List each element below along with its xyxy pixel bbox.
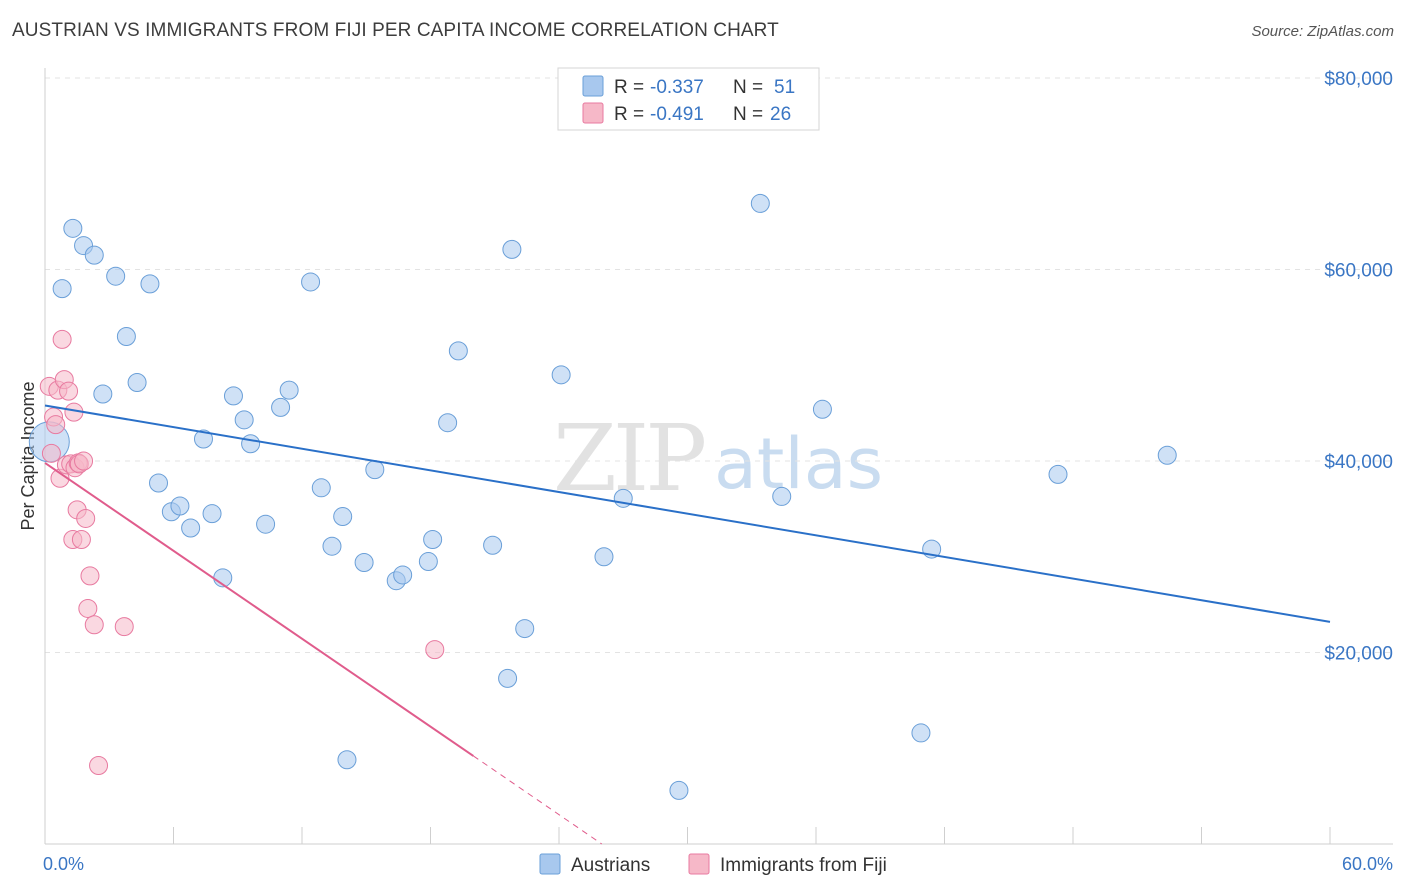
austrians-point (241, 434, 261, 454)
austrians-point (365, 460, 385, 480)
austrians-point (127, 372, 147, 392)
austrians-point (202, 504, 222, 524)
austrians-point (84, 245, 104, 265)
bottom-legend: Austrians Immigrants from Fiji (539, 853, 887, 876)
legend-n-label-fiji: N = (733, 104, 763, 125)
austrians-point (63, 218, 83, 238)
fiji-point (59, 381, 79, 401)
austrians-trend-line (44, 404, 1331, 623)
fiji-point (41, 443, 61, 463)
fiji-point (78, 598, 98, 618)
austrians-point (772, 486, 792, 506)
austrians-point (1048, 464, 1068, 484)
austrians-point (393, 565, 413, 585)
austrians-point (812, 399, 832, 419)
x-ticks (44, 827, 1331, 844)
legend-swatch-fiji (582, 102, 604, 124)
x-tick-label-max: 60.0% (1342, 854, 1393, 874)
austrians-point (423, 530, 443, 550)
fiji-point (425, 640, 445, 660)
austrians-point (551, 365, 571, 385)
austrians-point (333, 507, 353, 527)
bottom-legend-label-fiji: Immigrants from Fiji (720, 855, 887, 876)
watermark: ZIP atlas (553, 405, 883, 512)
fiji-point (71, 530, 91, 550)
bottom-legend-swatch-austrians (539, 853, 561, 875)
austrians-point (223, 386, 243, 406)
austrians-point (750, 193, 770, 213)
legend-r-label-fiji: R = (614, 104, 644, 125)
austrians-point (301, 272, 321, 292)
fiji-point (80, 566, 100, 586)
fiji-point (76, 508, 96, 528)
austrians-point (181, 518, 201, 538)
austrians-point (322, 536, 342, 556)
austrians-point (93, 384, 113, 404)
legend-r-label-austrians: R = (614, 77, 644, 98)
legend-r-value-austrians: -0.337 (650, 77, 704, 98)
austrians-point (106, 266, 126, 286)
bottom-legend-swatch-fiji (688, 853, 710, 875)
austrians-point (502, 239, 522, 259)
austrians-point (1157, 445, 1177, 465)
austrians-point (498, 668, 518, 688)
austrians-point (448, 341, 468, 361)
legend-n-label-austrians: N = (733, 77, 763, 98)
legend-swatch-austrians (582, 75, 604, 97)
fiji-trend-line (44, 462, 474, 757)
fiji-point (84, 615, 104, 635)
austrians-point (594, 547, 614, 567)
y-tick-label: $80,000 (1324, 69, 1393, 90)
austrians-point (140, 274, 160, 294)
austrians-point (193, 429, 213, 449)
austrians-point (52, 279, 72, 299)
fiji-point (114, 617, 134, 637)
trend-lines (44, 404, 1331, 845)
austrians-point (279, 380, 299, 400)
fiji-trend-line-extension (473, 755, 603, 845)
grid (45, 77, 1393, 653)
austrians-point (354, 552, 374, 572)
watermark-atlas: atlas (714, 423, 883, 505)
y-axis-label: Per Capita Income (18, 381, 38, 530)
austrians-point (311, 478, 331, 498)
x-tick-label-min: 0.0% (43, 854, 84, 874)
legend-n-value-fiji: 26 (770, 104, 791, 125)
y-tick-label: $20,000 (1324, 644, 1393, 665)
austrians-point (271, 397, 291, 417)
austrians-point (515, 619, 535, 639)
series-fiji-points (39, 329, 445, 775)
bottom-legend-label-austrians: Austrians (571, 855, 650, 876)
fiji-point (46, 415, 66, 435)
austrians-point (170, 496, 190, 516)
chart-title: AUSTRIAN VS IMMIGRANTS FROM FIJI PER CAP… (12, 20, 779, 41)
fiji-point (52, 329, 72, 349)
chart-source: Source: ZipAtlas.com (1251, 23, 1394, 40)
austrians-point (149, 473, 169, 493)
austrians-point (337, 750, 357, 770)
top-legend: R = -0.337 N = 51 R = -0.491 N = 26 (557, 67, 820, 131)
austrians-point (418, 552, 438, 572)
austrians-point (669, 780, 689, 800)
y-tick-label: $60,000 (1324, 261, 1393, 282)
fiji-point (89, 755, 109, 775)
austrians-point (234, 410, 254, 430)
legend-r-value-fiji: -0.491 (650, 104, 704, 125)
legend-n-value-austrians: 51 (774, 77, 795, 98)
y-tick-labels: $20,000 $40,000 $60,000 $80,000 (1324, 69, 1393, 665)
austrians-point (116, 327, 136, 347)
austrians-point (483, 535, 503, 555)
fiji-point (74, 451, 94, 471)
austrians-point (438, 413, 458, 433)
y-tick-label: $40,000 (1324, 452, 1393, 473)
series-austrians-points (28, 193, 1177, 800)
austrians-point (256, 514, 276, 534)
austrians-point (911, 723, 931, 743)
